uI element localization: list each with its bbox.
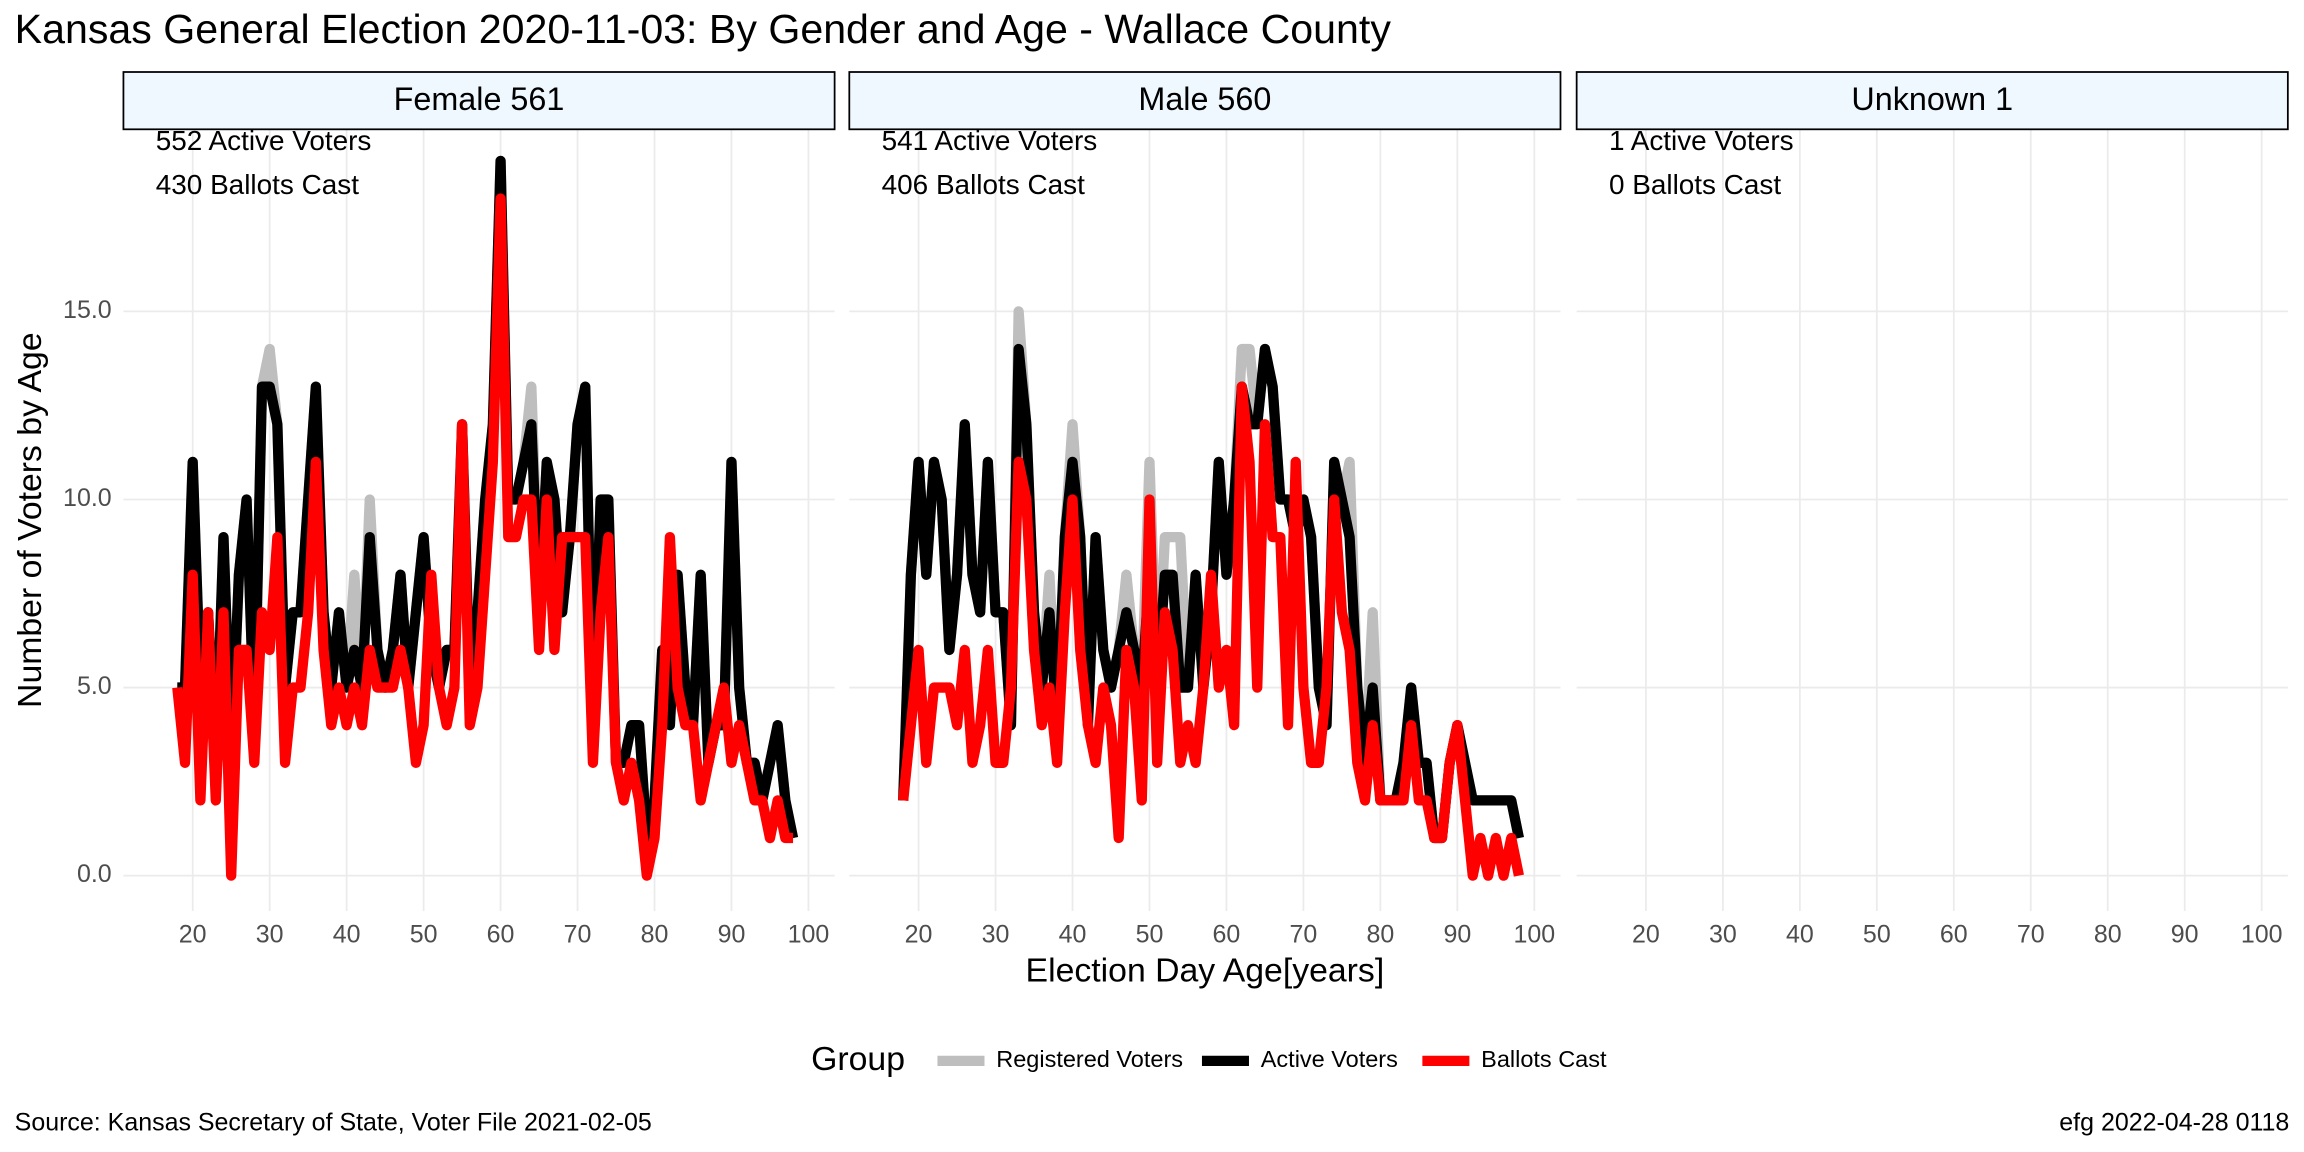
y-tick-label: 0.0 [77, 860, 112, 888]
facet-label: Unknown 1 [1851, 81, 2013, 117]
facet-strip [122, 71, 836, 131]
facet-label: Male 560 [1138, 81, 1271, 117]
annotation: 406 Ballots Cast [882, 169, 1085, 200]
x-axis-label: Election Day Age[years] [1026, 952, 1385, 990]
x-tick-label: 80 [2094, 921, 2122, 949]
x-tick-label: 90 [1443, 921, 1471, 949]
series-line [898, 381, 1524, 881]
source-note: Source: Kansas Secretary of State, Voter… [15, 1109, 652, 1137]
x-tick-label: 40 [1786, 921, 1814, 949]
x-tick-label: 80 [641, 921, 669, 949]
y-tick-label: 15.0 [63, 296, 112, 324]
facet-strip [1575, 71, 2289, 131]
x-tick-label: 100 [788, 921, 830, 949]
y-tick-label: 10.0 [63, 484, 112, 512]
x-tick-label: 40 [333, 921, 361, 949]
x-tick-label: 20 [1632, 921, 1660, 949]
legend-label: Ballots Cast [1481, 1046, 1607, 1072]
annotation: 552 Active Voters [156, 125, 372, 156]
facet-label: Female 561 [394, 81, 565, 117]
y-tick-label: 5.0 [77, 672, 112, 700]
x-tick-label: 50 [1863, 921, 1891, 949]
x-tick-label: 60 [1940, 921, 1968, 949]
legend-label: Registered Voters [996, 1046, 1183, 1072]
x-tick-label: 90 [2171, 921, 2199, 949]
series-line [172, 193, 794, 881]
x-tick-label: 20 [905, 921, 933, 949]
y-axis-label: Number of Voters by Age [11, 332, 49, 708]
x-tick-label: 60 [1213, 921, 1241, 949]
x-tick-label: 50 [1136, 921, 1164, 949]
x-tick-label: 90 [718, 921, 746, 949]
x-tick-label: 50 [410, 921, 438, 949]
x-tick-label: 70 [564, 921, 592, 949]
x-tick-label: 30 [982, 921, 1010, 949]
legend-label: Active Voters [1261, 1046, 1398, 1072]
annotation: 541 Active Voters [882, 125, 1098, 156]
x-tick-label: 60 [487, 921, 515, 949]
x-tick-label: 30 [1709, 921, 1737, 949]
x-tick-label: 40 [1059, 921, 1087, 949]
facet-strip [848, 71, 1562, 131]
x-tick-label: 20 [179, 921, 207, 949]
annotation: 0 Ballots Cast [1609, 169, 1781, 200]
legend-title: Group [811, 1040, 905, 1078]
chart-title: Kansas General Election 2020-11-03: By G… [15, 6, 1392, 52]
annotation: 430 Ballots Cast [156, 169, 359, 200]
x-tick-label: 30 [256, 921, 284, 949]
x-tick-label: 70 [1290, 921, 1318, 949]
x-tick-label: 100 [2241, 921, 2283, 949]
x-tick-label: 80 [1366, 921, 1394, 949]
x-tick-label: 70 [2017, 921, 2045, 949]
footer-note: efg 2022-04-28 0118 [2059, 1109, 2289, 1137]
annotation: 1 Active Voters [1609, 125, 1794, 156]
x-tick-label: 100 [1513, 921, 1555, 949]
